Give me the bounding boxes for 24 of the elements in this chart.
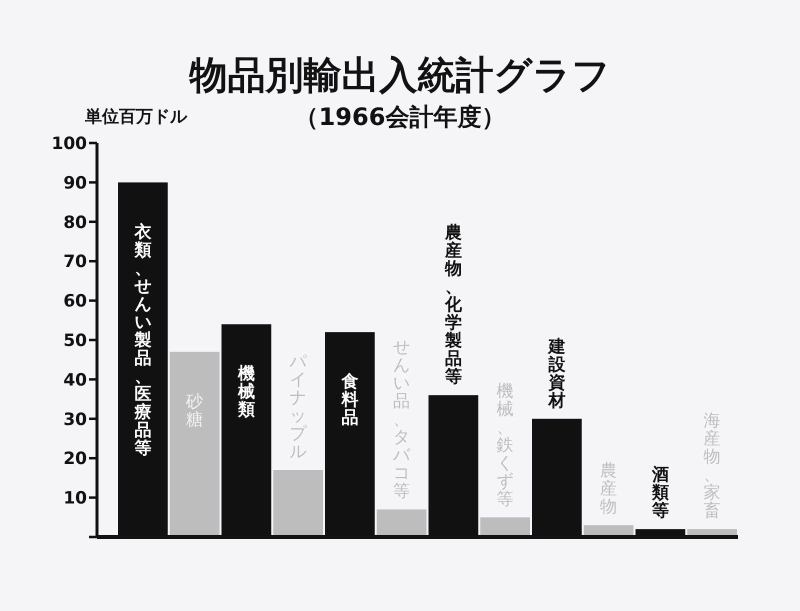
x-tick-label: パイナップル [288,352,308,462]
x-tick-label: 機械、鉄くず等 [496,381,514,510]
category-label: 衣類、せんい製品、医療品等 [134,222,152,458]
x-tick-label: 食料品 [340,372,358,428]
x-tick-label: 酒類等 [650,465,669,522]
category-label: せんい品、タバコ等 [393,337,410,502]
y-axis-title: 単位百万ドル [84,107,188,127]
y-tick-label: 70 [63,252,88,272]
x-tick-label: 建設資材 [546,336,566,411]
chart-subtitle: （1966会計年度） [294,103,506,131]
chart-title: 物品別輸出入統計グラフ [188,53,610,97]
x-tick-label: 機械類 [236,364,255,420]
y-tick-label: 60 [63,292,88,312]
y-tick-label: 90 [63,173,88,194]
y-tick-label: 10 [63,488,88,509]
x-tick-label: 海産物、家畜 [704,411,721,522]
x-tick-label: 農産物 [600,461,618,518]
y-tick-label: 50 [63,331,88,351]
y-tick-label: 40 [63,370,88,390]
y-tick-label: 100 [52,134,88,154]
y-tick-label: 20 [63,449,88,470]
category-label: 農産物、化学製品等 [444,223,462,388]
y-tick-label: 80 [63,212,88,233]
y-tick-label: 30 [63,410,88,430]
